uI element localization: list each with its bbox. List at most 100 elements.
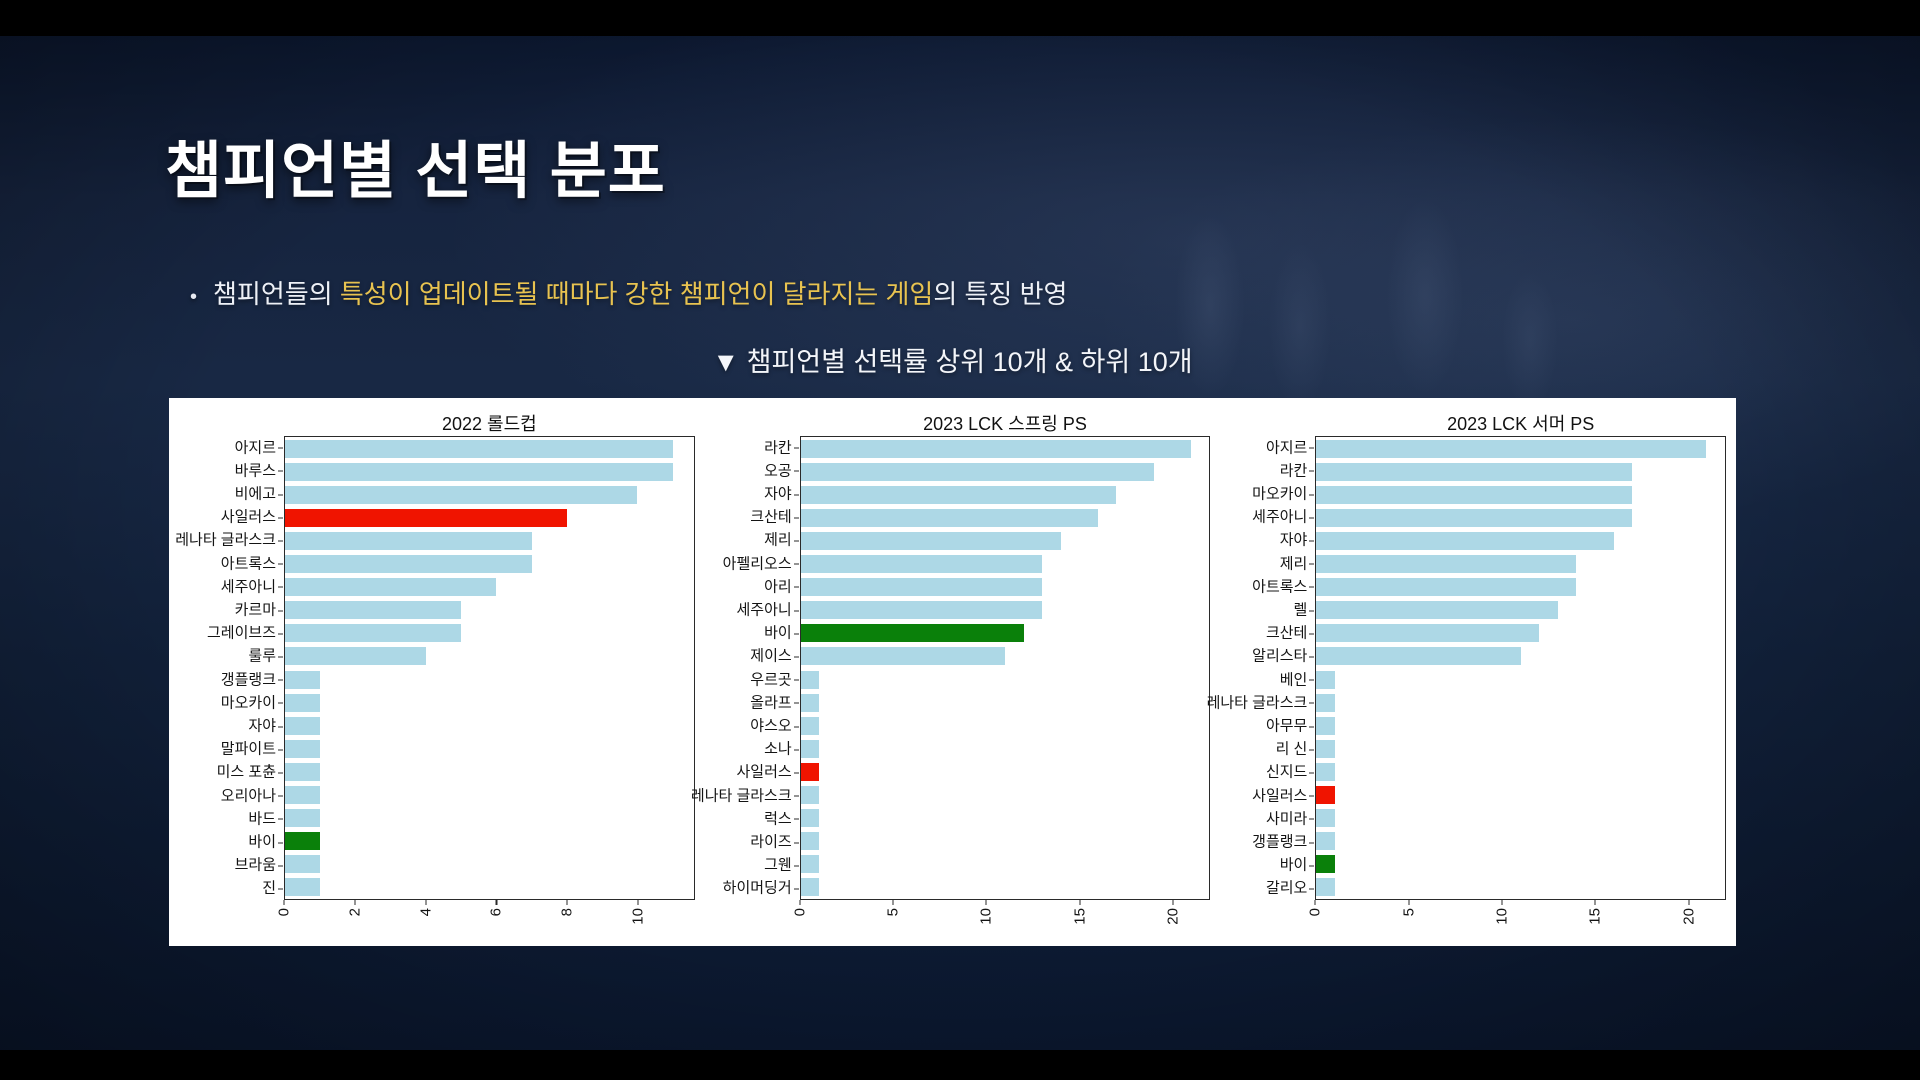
tick-mark [1314,900,1316,905]
y-axis-label: 레나타 글라스크 [690,787,799,805]
x-axis-tick-label: 10 [1493,908,1511,925]
y-axis-label: 세주아니 [736,601,799,619]
y-axis-label: 브라움 [234,856,284,874]
tick-mark [495,900,497,905]
x-axis-tick: 0 [1307,900,1324,916]
x-axis-tick: 5 [884,900,902,917]
x-axis-tick-label: 15 [1586,908,1604,925]
bar [285,601,462,620]
y-axis-label: 럭스 [764,810,799,828]
x-axis-tick-label: 6 [487,908,505,917]
x-axis-tick: 15 [1071,900,1088,925]
bullet-line: • 챔피언들의 특성이 업데이트될 때마다 강한 챔피언이 달라지는 게임의 특… [190,274,1067,311]
bar [1316,855,1335,874]
bar [800,716,820,735]
plot-area [1315,436,1727,900]
chart-body: 라칸 오공 자야 크산테 제리 아펠리오스 아리 세주아니 바이 제이스 우르곳 올라프 야스오 소나 사일… [691,436,1211,900]
bar [1316,508,1633,527]
bar [1316,716,1335,735]
y-axis-label: 자야 [1279,531,1314,549]
chart-title: 2022 롤드컵 [441,414,537,434]
y-axis-label: 제리 [1279,555,1314,573]
y-axis-label: 리 신 [1275,740,1315,758]
x-axis-tick: 15 [1586,900,1604,925]
y-axis-label: 레나타 글라스크 [1206,694,1315,712]
y-axis-label: 그레이브즈 [206,624,284,642]
x-axis-tick: 10 [1493,900,1511,925]
bar [800,531,1061,550]
tick-mark [354,900,356,905]
y-axis-label: 사일러스 [220,508,284,526]
x-axis-tick-label: 5 [884,908,902,917]
bar [285,739,321,758]
x-axis-tick: 4 [417,900,434,916]
bar [800,762,820,781]
bar [1316,832,1335,851]
x-axis-ticks: 0 5 10 15 20 [1307,900,1726,946]
y-axis-label: 제이스 [750,647,800,665]
bar [800,670,820,689]
chart-panel: 2022 롤드컵 아지르 바루스 비에고 사일러스 레나타 글라스크 아트록스 세주아니 카르… [169,398,1736,946]
y-axis-label: 크산테 [1265,624,1315,642]
bar [800,462,1154,481]
y-axis-label: 오리아나 [220,787,284,805]
chart-2022-worlds: 2022 롤드컵 아지르 바루스 비에고 사일러스 레나타 글라스크 아트록스 세주아니 카르… [175,410,695,946]
x-axis-ticks: 0 5 10 15 20 [791,900,1211,946]
y-axis-label: 올라프 [750,694,800,712]
slide: 챔피언별 선택 분포 • 챔피언들의 특성이 업데이트될 때마다 강한 챔피언이… [0,36,1920,1050]
bar [800,878,820,897]
bar [1316,578,1577,597]
bar [285,855,321,874]
y-axis-label: 하이머딩거 [722,879,799,897]
bar [285,878,321,897]
x-axis-tick-label: 8 [558,908,576,917]
y-axis-label: 룰루 [248,647,283,665]
bar [1316,485,1633,504]
bar [1316,693,1335,712]
y-axis-label: 라칸 [764,439,799,457]
y-axis-label: 마오카이 [1252,485,1315,503]
bar [800,439,1191,458]
y-axis-label: 말파이트 [220,740,284,758]
y-axis-label: 바드 [248,810,283,828]
bullet-text-highlight: 특성이 업데이트될 때마다 강한 챔피언이 달라지는 게임 [339,279,934,309]
y-axis-label: 아무무 [1265,717,1315,735]
tick-mark [799,900,801,905]
bar [800,647,1005,666]
y-axis-label: 오공 [764,462,799,480]
y-axis-label: 아지르 [234,439,284,457]
bar [285,716,321,735]
bar [285,624,462,643]
plot-area [799,436,1211,900]
chart-body: 아지르 바루스 비에고 사일러스 레나타 글라스크 아트록스 세주아니 카르마 그레이브즈 룰루 갱… [175,436,695,900]
bar [285,439,673,458]
bar [285,485,638,504]
x-axis-tick: 20 [1680,900,1697,925]
y-axis-label: 렐 [1293,601,1315,619]
tick-mark [1594,900,1596,905]
y-axis-label: 베인 [1279,671,1314,689]
y-axis-label: 바이 [248,833,283,851]
bar [285,762,321,781]
tick-mark [283,900,285,905]
y-axis-label: 레나타 글라스크 [175,531,283,549]
x-axis-ticks: 0 2 4 6 8 10 [276,900,695,946]
y-axis-label: 아트록스 [220,555,284,573]
y-axis-label: 야스오 [750,717,800,735]
bar [1316,809,1335,828]
x-axis-tick-label: 10 [629,908,647,925]
bar [285,670,321,689]
bar [1316,462,1633,481]
bar [285,809,321,828]
y-axis-label: 바이 [764,624,799,642]
bar [285,578,497,597]
bar [285,786,321,805]
bar [1316,786,1335,805]
y-axis-label: 아펠리오스 [722,555,799,573]
bar [800,739,820,758]
letterbox-bottom [0,1050,1920,1080]
chart-2023-lck-summer: 2023 LCK 서머 PS 아지르 라칸 마오카이 세주아니 자야 제리 아트록스 렐 크산테… [1206,410,1727,946]
y-axis-label: 신지드 [1265,763,1315,781]
bar [285,693,321,712]
y-axis-label: 우르곳 [750,671,800,689]
